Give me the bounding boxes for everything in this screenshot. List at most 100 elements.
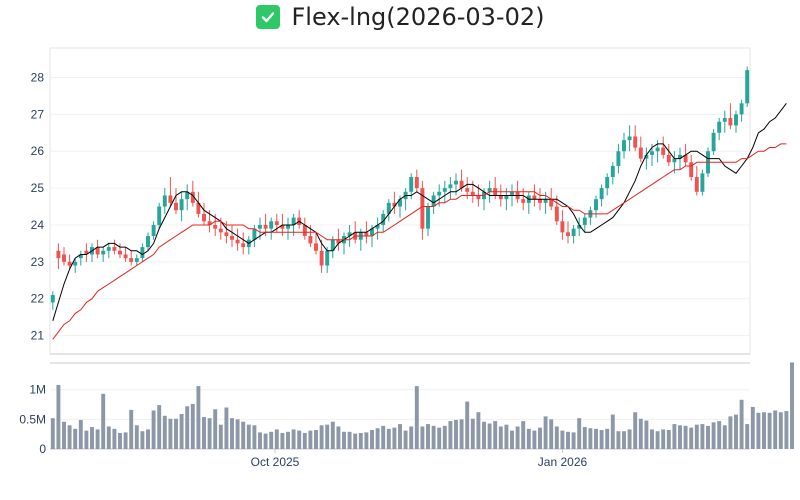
volume-tick-label: 0 [39, 442, 46, 456]
candle-body [308, 236, 313, 244]
candle-body [179, 199, 184, 211]
volume-bar [230, 418, 234, 449]
volume-bar [515, 426, 520, 449]
candle-body [146, 236, 150, 248]
volume-bar [118, 432, 122, 449]
volume-bar [123, 432, 128, 449]
candle-body [594, 199, 598, 211]
candle-body [638, 147, 643, 159]
candle-body [174, 202, 178, 211]
candle-body [78, 254, 83, 259]
candle-body [739, 103, 744, 115]
volume-bar [386, 428, 391, 449]
volume-bar [773, 410, 778, 449]
candle-body [543, 199, 548, 203]
candle-body [319, 250, 324, 266]
candle-body [549, 199, 554, 207]
moving-average-lines [52, 102, 787, 340]
candle-body [347, 232, 352, 237]
volume-bar [409, 426, 414, 449]
volume-bar [140, 431, 145, 449]
volume-bar [638, 418, 643, 449]
check-icon [255, 5, 280, 29]
candle-body [325, 250, 330, 266]
volume-bar [666, 430, 671, 449]
volume-bar [750, 406, 755, 449]
volume-bar [566, 431, 570, 449]
candle-body [560, 221, 565, 233]
short-ma-line [52, 102, 787, 321]
volume-bar [521, 421, 526, 449]
date-tick-label: Oct 2025 [251, 455, 300, 469]
candle-body [504, 195, 509, 200]
volume-bar [633, 412, 638, 449]
volume-bar [498, 426, 503, 449]
volume-bar [314, 430, 318, 449]
candle-body [213, 224, 218, 229]
volume-bar [392, 427, 397, 449]
volume-bar [661, 429, 666, 449]
candle-body [610, 165, 615, 178]
candle-body [510, 191, 514, 196]
volume-bar [694, 424, 699, 449]
candle-body [269, 221, 274, 229]
volume-bar [286, 431, 290, 449]
volume-bar [174, 418, 178, 449]
candle-body [622, 140, 626, 152]
candle-body [286, 224, 290, 229]
volume-tick-label: 1M [29, 383, 46, 397]
candle-body [728, 118, 733, 126]
volume-bar [269, 431, 274, 449]
candle-body [532, 195, 537, 200]
volume-bar [280, 432, 285, 449]
volume-bar [336, 426, 341, 449]
candle-body [470, 191, 475, 196]
candle-body [627, 136, 632, 141]
volume-bar [594, 428, 598, 449]
candle-body [50, 295, 55, 303]
candle-body [487, 188, 492, 192]
price-tick-label: 28 [31, 70, 45, 84]
volume-bar [627, 429, 632, 449]
volume-bar [420, 426, 425, 449]
candle-body [314, 243, 318, 251]
volume-bar [235, 419, 240, 449]
volume-bar [370, 430, 374, 449]
volume-bar [426, 424, 430, 449]
volume-bar [689, 427, 694, 449]
volume-bar [56, 384, 61, 449]
candle-body [157, 206, 162, 225]
volume-bar [493, 421, 498, 449]
price-tick-label: 27 [31, 107, 45, 121]
candle-body [498, 195, 503, 200]
candle-body [459, 180, 464, 189]
candle-body [218, 228, 223, 233]
volume-bar [577, 418, 582, 449]
candle-body [151, 224, 156, 237]
candle-body [386, 202, 391, 214]
volume-bar [381, 425, 386, 449]
volume-bar [616, 431, 621, 449]
candle-body [207, 221, 212, 225]
volume-bar [437, 427, 442, 449]
volume-bar [683, 425, 688, 449]
volume-bar [403, 430, 408, 449]
candle-body [62, 254, 66, 262]
candle-body [258, 224, 262, 229]
candle-body [95, 247, 100, 255]
volume-bar [297, 430, 302, 449]
candle-body [196, 202, 201, 214]
volume-bar [95, 429, 100, 449]
volume-bar [241, 421, 246, 449]
volume-bar [112, 428, 117, 449]
candle-body [280, 224, 285, 229]
candle-body [364, 232, 369, 237]
volume-bar [622, 431, 626, 449]
candle-body [106, 247, 111, 251]
candle-body [571, 228, 576, 237]
volume-bar [398, 424, 402, 449]
candle-body [655, 147, 660, 152]
volume-bar [560, 430, 565, 449]
chart-title-row: Flex-lng(2026-03-02) [0, 0, 800, 34]
volume-bar [302, 432, 307, 449]
